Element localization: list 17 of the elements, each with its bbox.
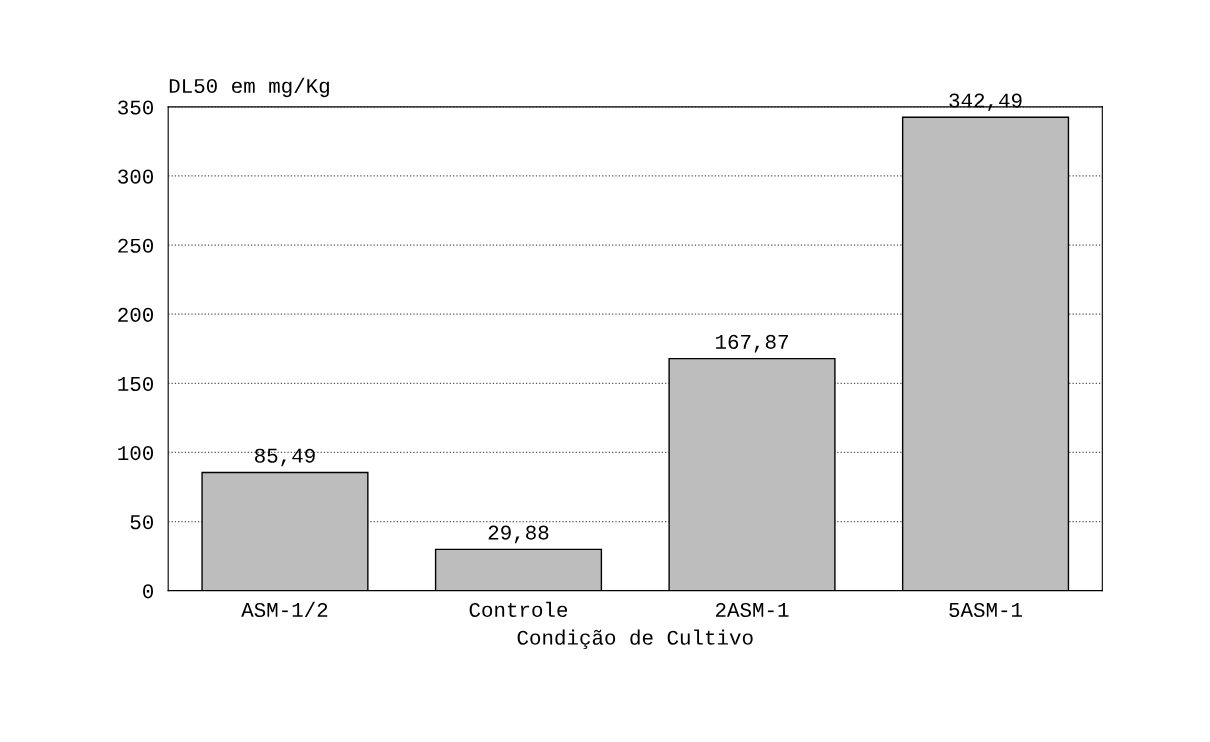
y-tick-label: 200 [118,307,154,322]
y-tick-label: 250 [118,238,154,253]
y-tick-label: 300 [118,169,154,184]
x-tick-label: ASM-1/2 [241,601,328,618]
x-tick-label: Controle [469,601,568,618]
x-tick-label: 2ASM-1 [715,602,789,618]
x-tick-label: 5ASM-1 [949,602,1023,618]
data-label: 29,88 [488,525,549,544]
data-label: 167,87 [716,334,788,353]
y-tick-label: 0 [143,584,154,599]
data-label: 85,49 [255,448,315,467]
y-tick-label: 350 [118,100,154,115]
y-tick-label: 150 [118,376,154,392]
y-axis-title: DL50 em mg/Kg [169,77,329,98]
y-tick-label: 100 [118,446,154,461]
x-axis-title: Condição de Cultivo [517,629,753,650]
y-tick-label: 50 [130,515,154,530]
